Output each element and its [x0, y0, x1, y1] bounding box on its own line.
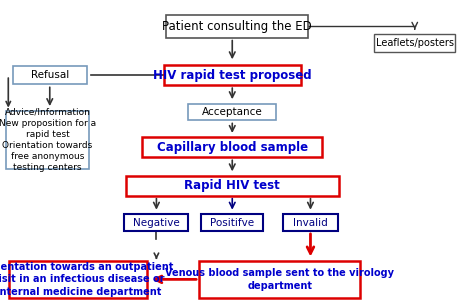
Text: HIV rapid test proposed: HIV rapid test proposed [153, 69, 311, 82]
FancyBboxPatch shape [126, 176, 339, 196]
FancyBboxPatch shape [13, 66, 86, 84]
Text: Patient consulting the ED: Patient consulting the ED [162, 20, 312, 33]
Text: Orientation towards an outpatient
visit in an infectious disease or
internal med: Orientation towards an outpatient visit … [0, 262, 173, 297]
Text: Leaflets/posters: Leaflets/posters [376, 38, 454, 48]
FancyBboxPatch shape [188, 103, 276, 120]
Text: Refusal: Refusal [31, 70, 69, 80]
FancyBboxPatch shape [142, 137, 322, 157]
Text: Positifve: Positifve [210, 218, 255, 227]
FancyBboxPatch shape [374, 34, 455, 52]
FancyBboxPatch shape [6, 111, 89, 169]
FancyBboxPatch shape [199, 261, 360, 298]
FancyBboxPatch shape [201, 214, 263, 231]
Text: Rapid HIV test: Rapid HIV test [184, 179, 280, 192]
FancyBboxPatch shape [164, 65, 301, 85]
Text: Venous blood sample sent to the virology
department: Venous blood sample sent to the virology… [165, 268, 394, 290]
Text: Acceptance: Acceptance [202, 107, 263, 117]
FancyBboxPatch shape [166, 14, 308, 37]
Text: Advice/Information
New proposition for a
rapid test
Orientation towards
free ano: Advice/Information New proposition for a… [0, 107, 96, 172]
FancyBboxPatch shape [9, 261, 147, 298]
FancyBboxPatch shape [283, 214, 337, 231]
Text: Capillary blood sample: Capillary blood sample [157, 141, 308, 154]
Text: Invalid: Invalid [293, 218, 328, 227]
FancyBboxPatch shape [124, 214, 189, 231]
Text: Negative: Negative [133, 218, 180, 227]
